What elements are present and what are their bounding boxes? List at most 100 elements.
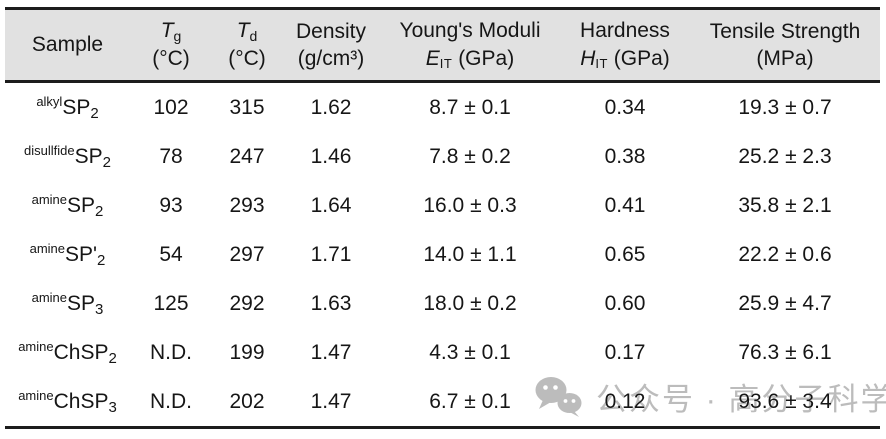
table-body: alkylSP2 102 315 1.62 8.7 ± 0.1 0.34 19.… <box>5 82 880 429</box>
tg-cell: 93 <box>159 193 183 217</box>
tg-unit: (°C) <box>152 47 190 71</box>
tensile-cell: 93.6 ± 3.4 <box>690 377 880 429</box>
header-td: Td (°C) <box>212 7 282 83</box>
sample-base: SP <box>67 291 96 315</box>
tg-cell: N.D. <box>130 377 212 429</box>
header-hardness: Hardness HIT (GPa) <box>560 7 690 83</box>
youngs-label: Young's Moduli <box>399 19 541 43</box>
sample-prefix: amine <box>18 338 54 354</box>
tensile-cell: 25.9 ± 4.7 <box>738 291 832 315</box>
density-cell: 1.47 <box>282 377 380 429</box>
sample-subscript: 2 <box>95 202 104 220</box>
sample-subscript: 2 <box>90 104 99 122</box>
hardness-label: Hardness <box>580 19 670 43</box>
hardness-cell: 0.34 <box>604 95 646 119</box>
sample-cell: amineSP'2 <box>5 230 130 279</box>
table-row: amineChSP3 N.D. 202 1.47 6.7 ± 0.1 0.12 … <box>5 377 880 429</box>
youngs-unit: (GPa) <box>452 46 515 70</box>
sample-cell: amineChSP2 <box>5 328 130 377</box>
td-cell: 247 <box>229 144 265 168</box>
hardness-subscript: IT <box>595 55 608 71</box>
sample-cell: amineChSP3 <box>5 377 130 429</box>
tensile-cell: 35.8 ± 2.1 <box>738 193 832 217</box>
sample-base: SP <box>62 95 91 119</box>
tg-symbol: T <box>160 19 174 43</box>
sample-prefix: amine <box>18 387 54 403</box>
tg-cell: N.D. <box>150 340 192 364</box>
density-cell: 1.64 <box>310 193 352 217</box>
td-symbol: T <box>236 19 250 43</box>
td-cell: 297 <box>229 242 265 266</box>
sample-cell: alkylSP2 <box>5 82 130 133</box>
table-row: amineSP'2 54 297 1.71 14.0 ± 1.1 0.65 22… <box>5 230 880 279</box>
table-row: disullfideSP2 78 247 1.46 7.8 ± 0.2 0.38… <box>5 132 880 181</box>
hardness-cell: 0.38 <box>604 144 646 168</box>
sample-cell: amineSP3 <box>5 279 130 328</box>
sample-base: ChSP <box>53 389 109 413</box>
sample-prefix: amine <box>31 191 68 207</box>
sample-prefix: alkyl <box>36 93 63 109</box>
youngs-subscript: IT <box>439 55 453 71</box>
sample-cell: amineSP2 <box>5 181 130 230</box>
properties-table: Sample Tg (°C) Td (°C) Density (g/cm³) Y… <box>5 7 880 429</box>
sample-subscript: 2 <box>102 153 111 171</box>
sample-prefix: amine <box>29 240 66 256</box>
density-cell: 1.47 <box>310 340 352 364</box>
tg-cell: 102 <box>153 95 189 119</box>
tg-cell: 78 <box>159 144 183 168</box>
tensile-label: Tensile Strength <box>709 19 861 43</box>
tensile-cell: 25.2 ± 2.3 <box>738 144 832 168</box>
table-row: alkylSP2 102 315 1.62 8.7 ± 0.1 0.34 19.… <box>5 82 880 133</box>
youngs-cell: 8.7 ± 0.1 <box>429 95 511 119</box>
hardness-cell: 0.17 <box>604 340 646 364</box>
header-sample-label: Sample <box>31 33 104 57</box>
hardness-cell: 0.65 <box>604 242 646 266</box>
header-tensile-strength: Tensile Strength (MPa) <box>690 7 880 83</box>
td-cell: 202 <box>212 377 282 429</box>
td-cell: 293 <box>229 193 265 217</box>
youngs-cell: 4.3 ± 0.1 <box>429 340 511 364</box>
sample-subscript: 2 <box>97 251 106 269</box>
td-cell: 292 <box>229 291 265 315</box>
td-cell: 315 <box>229 95 265 119</box>
sample-subscript: 3 <box>95 300 104 318</box>
tensile-cell: 22.2 ± 0.6 <box>738 242 832 266</box>
sample-subscript: 2 <box>108 349 117 367</box>
sample-subscript: 3 <box>108 398 117 416</box>
density-cell: 1.71 <box>310 242 352 266</box>
hardness-cell: 0.41 <box>604 193 646 217</box>
tg-cell: 125 <box>153 291 189 315</box>
hardness-unit: (GPa) <box>607 46 670 70</box>
sample-base: SP <box>74 144 103 168</box>
tensile-cell: 19.3 ± 0.7 <box>738 95 832 119</box>
wechat-icon <box>534 376 584 418</box>
density-cell: 1.46 <box>310 144 352 168</box>
sample-base: SP <box>67 193 96 217</box>
header-tg: Tg (°C) <box>130 7 212 83</box>
hardness-cell: 0.12 <box>560 377 690 429</box>
youngs-cell: 6.7 ± 0.1 <box>380 377 560 429</box>
tg-subscript: g <box>173 28 182 45</box>
youngs-cell: 18.0 ± 0.2 <box>423 291 517 315</box>
header-youngs-moduli: Young's Moduli EIT (GPa) <box>380 7 560 83</box>
density-unit: (g/cm³) <box>297 47 365 70</box>
youngs-cell: 16.0 ± 0.3 <box>423 193 517 217</box>
density-label: Density <box>295 19 367 43</box>
td-unit: (°C) <box>228 47 266 71</box>
youngs-cell: 7.8 ± 0.2 <box>429 144 511 168</box>
sample-cell: disullfideSP2 <box>5 132 130 181</box>
sample-prefix: disullfide <box>24 142 75 158</box>
header-sample: Sample <box>5 7 130 83</box>
sample-base: ChSP <box>53 340 109 364</box>
table-row: amineSP3 125 292 1.63 18.0 ± 0.2 0.60 25… <box>5 279 880 328</box>
td-subscript: d <box>249 28 258 45</box>
tg-cell: 54 <box>159 242 183 266</box>
youngs-symbol: E <box>425 46 440 70</box>
density-cell: 1.62 <box>310 95 352 119</box>
tensile-unit: (MPa) <box>756 47 814 70</box>
table-row: amineChSP2 N.D. 199 1.47 4.3 ± 0.1 0.17 … <box>5 328 880 377</box>
header-density: Density (g/cm³) <box>282 7 380 83</box>
youngs-cell: 14.0 ± 1.1 <box>423 242 517 266</box>
table-header: Sample Tg (°C) Td (°C) Density (g/cm³) Y… <box>5 7 880 83</box>
sample-prefix: amine <box>31 289 68 305</box>
